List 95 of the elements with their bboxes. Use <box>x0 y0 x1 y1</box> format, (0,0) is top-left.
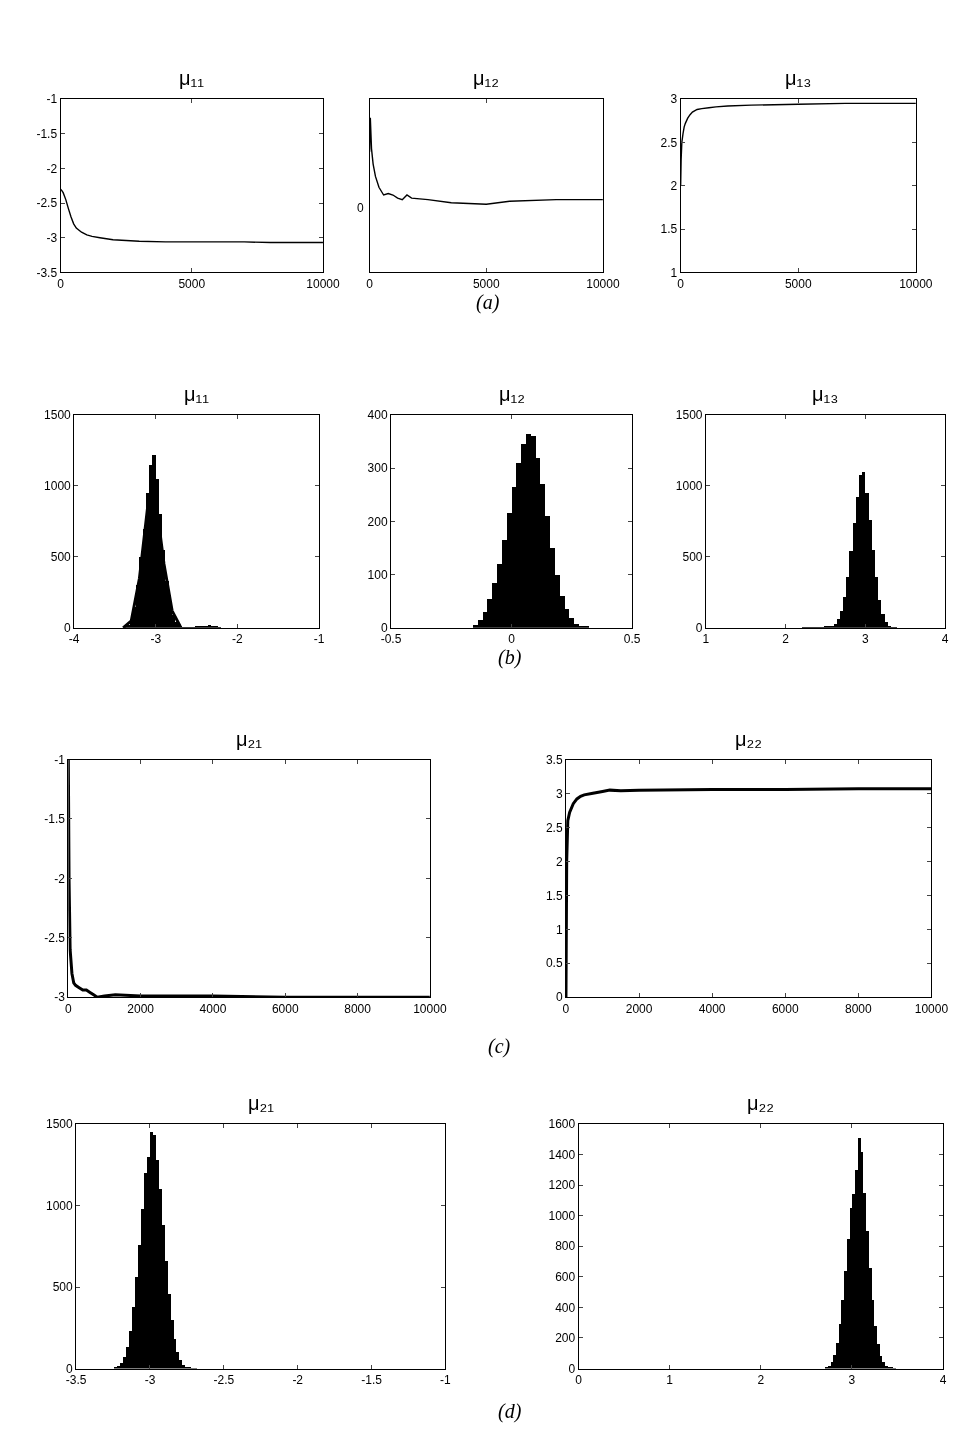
y-tick-label: -1 <box>54 752 66 767</box>
y-tick-label: 0 <box>695 621 703 636</box>
x-tick-label: 5000 <box>472 276 500 291</box>
y-tick-label: 0 <box>555 990 563 1005</box>
y-tick-label: 1500 <box>45 1117 74 1132</box>
y-tick-label: 2 <box>670 178 678 193</box>
x-tick-label: 2000 <box>625 1001 653 1016</box>
y-tick-label: 1.5 <box>660 222 678 237</box>
x-tick-label: -2 <box>292 1372 304 1387</box>
y-tick-label: -3.5 <box>36 265 58 280</box>
y-tick-label: 1.5 <box>545 888 563 903</box>
y-tick-label: 100 <box>367 567 388 582</box>
text: 0 <box>357 201 364 215</box>
x-tick-label: 6000 <box>271 1001 299 1016</box>
x-tick-label: -1 <box>313 632 325 647</box>
x-tick-label: -1 <box>440 1372 452 1387</box>
x-tick-label: 4 <box>941 632 949 647</box>
x-tick-label: -2.5 <box>213 1372 235 1387</box>
x-tick-label: 5000 <box>784 276 812 291</box>
y-tick-label: 3 <box>555 786 563 801</box>
y-tick-label: -2 <box>54 871 66 886</box>
y-tick-label: 0 <box>66 1361 74 1376</box>
chart-title: μ₂₁ <box>236 728 263 750</box>
y-tick-label: 1600 <box>548 1117 576 1132</box>
chart-title: μ₁₃ <box>812 383 839 405</box>
x-tick-label: 2 <box>757 1372 765 1387</box>
chart-title: μ₁₂ <box>473 67 500 89</box>
x-tick-label: 3 <box>861 632 869 647</box>
y-tick-label: -1.5 <box>44 812 66 827</box>
y-tick-label: 500 <box>682 550 703 565</box>
x-tick-label: 10000 <box>914 1001 949 1016</box>
chart-title: μ₂₂ <box>747 1092 775 1114</box>
chart-title: μ₂₂ <box>735 728 763 750</box>
y-tick-label: 1000 <box>44 479 72 494</box>
x-tick-label: 5000 <box>178 276 206 291</box>
y-tick-label: 500 <box>52 1280 74 1295</box>
x-tick-label: 4000 <box>199 1001 227 1016</box>
y-tick-label: 1000 <box>675 479 703 494</box>
chart-title: μ₂₁ <box>248 1092 275 1114</box>
y-tick-label: 200 <box>555 1331 576 1346</box>
y-tick-label: 1500 <box>44 408 72 423</box>
y-tick-label: 1 <box>555 922 563 937</box>
y-tick-label: -3 <box>54 990 66 1005</box>
y-tick-label: 1500 <box>675 408 703 423</box>
x-tick-label: 4000 <box>698 1001 726 1016</box>
y-tick-label: 0 <box>568 1361 576 1376</box>
chart-title: μ₁₃ <box>785 67 812 89</box>
chart-title: μ₁₁ <box>184 383 210 405</box>
y-tick-label: -2.5 <box>44 931 66 946</box>
x-tick-label: 2000 <box>127 1001 155 1016</box>
y-tick-label: 3 <box>670 92 678 107</box>
x-tick-label: 3 <box>848 1372 856 1387</box>
y-tick-label: 800 <box>555 1239 576 1254</box>
y-tick-label: 2.5 <box>660 135 678 150</box>
x-tick-label: -0.5 <box>380 632 402 647</box>
text: (a) <box>476 291 500 314</box>
x-tick-label: 0.5 <box>623 632 641 647</box>
y-tick-label: -2 <box>46 161 58 176</box>
y-tick-label: 300 <box>367 461 388 476</box>
x-tick-label: 10000 <box>586 276 620 291</box>
x-tick-label: 8000 <box>344 1001 372 1016</box>
x-tick-label: -2 <box>232 632 244 647</box>
y-tick-label: 2 <box>555 854 563 869</box>
y-tick-label: -1 <box>46 92 58 107</box>
text: (b) <box>498 646 522 669</box>
y-tick-label: 3.5 <box>545 752 563 767</box>
y-tick-label: 1400 <box>548 1147 576 1162</box>
text: (c) <box>488 1035 511 1058</box>
y-tick-label: 400 <box>555 1300 576 1315</box>
x-tick-label: 10000 <box>899 276 933 291</box>
y-tick-label: 200 <box>367 514 388 529</box>
x-tick-label: 10000 <box>413 1001 447 1016</box>
y-tick-label: 500 <box>50 550 72 565</box>
y-tick-label: 1000 <box>45 1198 74 1213</box>
y-tick-label: 400 <box>367 408 388 423</box>
y-tick-label: -3 <box>46 230 58 245</box>
y-tick-label: 1000 <box>548 1208 576 1223</box>
x-tick-label: 8000 <box>844 1001 872 1016</box>
x-tick-label: 2 <box>782 632 790 647</box>
chart-title: μ₁₂ <box>499 383 526 405</box>
y-tick-label: -2.5 <box>36 196 58 211</box>
y-tick-label: 2.5 <box>545 820 563 835</box>
y-tick-label: 1 <box>670 265 678 280</box>
y-tick-label: 1200 <box>548 1178 576 1193</box>
x-tick-label: -3 <box>144 1372 156 1387</box>
y-tick-label: -1.5 <box>36 126 58 141</box>
chart-title: μ₁₁ <box>179 67 205 89</box>
x-tick-label: 6000 <box>771 1001 799 1016</box>
y-tick-label: 600 <box>555 1270 576 1285</box>
text: (d) <box>498 1400 522 1423</box>
y-tick-label: 0.5 <box>545 956 563 971</box>
x-tick-label: 4 <box>939 1372 947 1387</box>
x-tick-label: 0 <box>508 632 516 647</box>
x-tick-label: -3 <box>150 632 162 647</box>
x-tick-label: 10000 <box>306 276 340 291</box>
